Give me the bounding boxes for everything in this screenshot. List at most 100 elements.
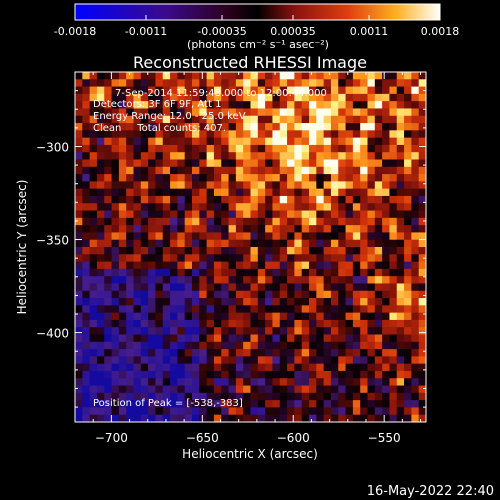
heatmap-cell [192, 188, 200, 197]
heatmap-cell [287, 174, 295, 182]
heatmap-cell [155, 363, 164, 372]
heatmap-cell [162, 370, 171, 379]
heatmap-cell [265, 268, 273, 277]
heatmap-cell [411, 152, 420, 160]
heatmap-cell [228, 86, 237, 95]
heatmap-cell [243, 217, 251, 226]
heatmap-cell [192, 327, 200, 335]
heatmap-cell [309, 123, 317, 131]
heatmap-cell [301, 298, 310, 306]
heatmap-cell [257, 319, 266, 328]
heatmap-cell [418, 363, 426, 372]
annotation-peak: Position of Peak = [-538,-383] [93, 398, 243, 409]
heatmap-cell [323, 79, 332, 88]
heatmap-cell [345, 319, 354, 328]
heatmap-cell [382, 392, 390, 401]
heatmap-cell [199, 217, 208, 226]
heatmap-cell [228, 370, 237, 379]
heatmap-cell [89, 108, 98, 117]
heatmap-cell [404, 268, 412, 277]
heatmap-cell [243, 407, 251, 416]
heatmap-cell [148, 123, 156, 131]
heatmap-cell [338, 312, 347, 321]
heatmap-cell [294, 298, 303, 306]
heatmap-cell [301, 123, 310, 131]
heatmap-cell [199, 181, 208, 190]
heatmap-cell [250, 195, 259, 204]
heatmap-cell [177, 137, 186, 146]
heatmap-cell [250, 130, 259, 139]
heatmap-cell [404, 334, 412, 343]
heatmap-cell [309, 181, 317, 190]
heatmap-cell [192, 268, 200, 277]
heatmap-cell [294, 225, 303, 233]
heatmap-cell [111, 232, 120, 241]
heatmap-cell [360, 327, 368, 335]
heatmap-cell [140, 385, 149, 394]
heatmap-cell [184, 392, 193, 401]
heatmap-cell [162, 137, 171, 146]
heatmap-cell [396, 407, 405, 416]
heatmap-cell [360, 407, 368, 416]
heatmap-cell [389, 86, 398, 95]
heatmap-cell [111, 195, 120, 204]
heatmap-cell [75, 363, 83, 372]
heatmap-cell [243, 356, 251, 365]
heatmap-cell [345, 268, 354, 277]
heatmap-cell [206, 101, 215, 109]
heatmap-cell [301, 188, 310, 197]
heatmap-cell [250, 217, 259, 226]
heatmap-cell [162, 232, 171, 241]
heatmap-cell [155, 283, 164, 292]
heatmap-cell [294, 137, 303, 146]
heatmap-cell [118, 298, 127, 306]
heatmap-cell [126, 319, 134, 328]
heatmap-cell [228, 115, 237, 124]
heatmap-cell [382, 79, 390, 88]
heatmap-cell [170, 305, 178, 314]
heatmap-cell [75, 254, 83, 263]
heatmap-cell [323, 101, 332, 109]
heatmap-cell [111, 174, 120, 182]
heatmap-cell [396, 93, 405, 102]
heatmap-cell [170, 210, 178, 219]
heatmap-cell [396, 79, 405, 88]
heatmap-cell [294, 290, 303, 299]
heatmap-cell [287, 79, 295, 88]
heatmap-cell [82, 341, 91, 350]
heatmap-cell [382, 137, 390, 146]
heatmap-cell [309, 210, 317, 219]
heatmap-cell [228, 261, 237, 270]
heatmap-cell [235, 407, 244, 416]
heatmap-cell [140, 305, 149, 314]
heatmap-cell [330, 101, 339, 109]
heatmap-cell [228, 232, 237, 241]
y-tick-label: −300 [36, 140, 69, 154]
heatmap-cell [360, 166, 368, 175]
heatmap-cell [389, 195, 398, 204]
heatmap-cell [235, 254, 244, 263]
heatmap-cell [126, 217, 134, 226]
heatmap-cell [257, 232, 266, 241]
heatmap-cell [96, 210, 105, 219]
heatmap-cell [133, 159, 142, 168]
heatmap-cell [89, 305, 98, 314]
heatmap-cell [345, 341, 354, 350]
heatmap-cell [404, 305, 412, 314]
heatmap-cell [162, 203, 171, 212]
heatmap-cell [279, 166, 288, 175]
heatmap-cell [118, 93, 127, 102]
annotation-detectors: Detectors: 3F 6F 9F, Att 1 [93, 99, 221, 110]
heatmap-cell [338, 210, 347, 219]
heatmap-cell [162, 385, 171, 394]
heatmap-cell [323, 334, 332, 343]
heatmap-cell [367, 247, 376, 255]
heatmap-cell [250, 356, 259, 365]
heatmap-cell [162, 115, 171, 124]
heatmap-cell [411, 312, 420, 321]
heatmap-cell [265, 217, 273, 226]
heatmap-cell [279, 378, 288, 387]
colorbar-tick-label: -0.0011 [125, 25, 167, 38]
heatmap-cell [170, 181, 178, 190]
heatmap-cell [96, 283, 105, 292]
